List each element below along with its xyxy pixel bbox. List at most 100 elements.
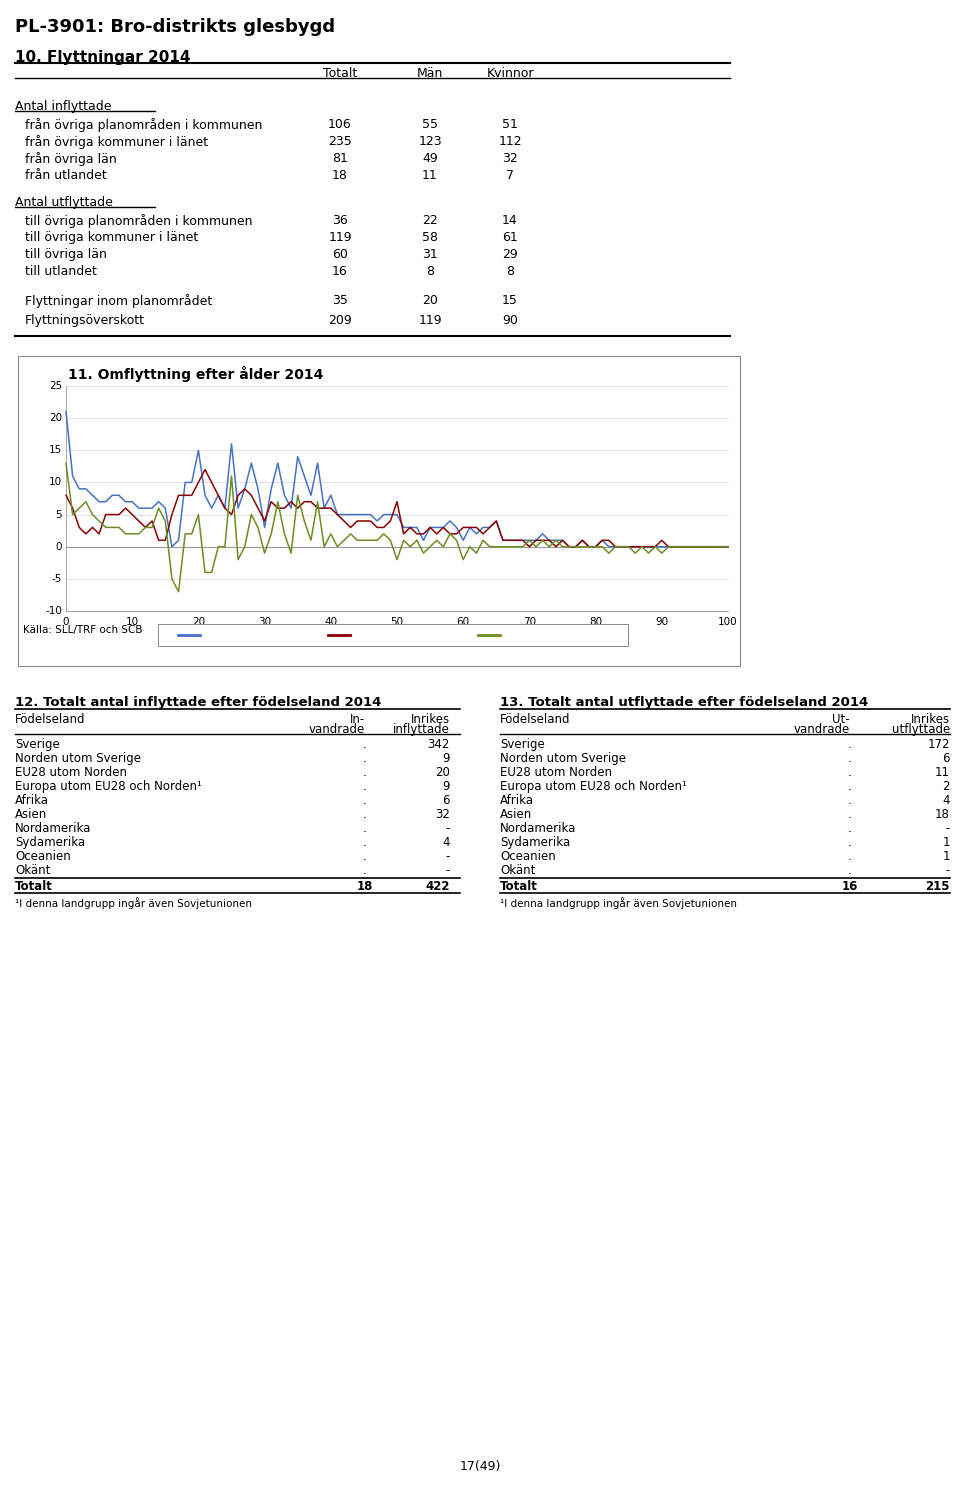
Text: .: . bbox=[363, 823, 367, 835]
Text: 20: 20 bbox=[435, 766, 450, 780]
Text: 16: 16 bbox=[332, 264, 348, 278]
Text: Födelseland: Födelseland bbox=[500, 713, 570, 726]
Text: 6: 6 bbox=[443, 794, 450, 806]
Text: Män: Män bbox=[417, 67, 444, 80]
Text: 7: 7 bbox=[506, 169, 514, 183]
Text: Totalt: Totalt bbox=[500, 881, 538, 892]
Text: utflyttade: utflyttade bbox=[892, 723, 950, 737]
Text: -: - bbox=[445, 849, 450, 863]
Text: 106: 106 bbox=[328, 117, 352, 131]
Text: 209: 209 bbox=[328, 313, 352, 327]
Text: Sydamerika: Sydamerika bbox=[15, 836, 85, 849]
Text: Kvinnor: Kvinnor bbox=[487, 67, 534, 80]
Text: -10: -10 bbox=[45, 606, 62, 616]
Text: 36: 36 bbox=[332, 214, 348, 227]
Text: .: . bbox=[363, 794, 367, 806]
Text: 235: 235 bbox=[328, 135, 352, 148]
Text: Europa utom EU28 och Norden¹: Europa utom EU28 och Norden¹ bbox=[15, 780, 202, 793]
Text: Ut-: Ut- bbox=[832, 713, 850, 726]
Text: 70: 70 bbox=[523, 616, 536, 627]
Text: .: . bbox=[848, 836, 852, 849]
Text: 0: 0 bbox=[62, 616, 69, 627]
Text: 9: 9 bbox=[443, 780, 450, 793]
Text: Inrikes: Inrikes bbox=[911, 713, 950, 726]
Text: 16: 16 bbox=[842, 881, 858, 892]
Text: .: . bbox=[848, 808, 852, 821]
Text: 12. Totalt antal inflyttade efter födelseland 2014: 12. Totalt antal inflyttade efter födels… bbox=[15, 696, 381, 708]
Text: Totalt: Totalt bbox=[15, 881, 53, 892]
Text: från utlandet: från utlandet bbox=[25, 169, 107, 183]
Text: .: . bbox=[848, 849, 852, 863]
Text: 20: 20 bbox=[422, 294, 438, 307]
Text: 40: 40 bbox=[324, 616, 337, 627]
Text: 18: 18 bbox=[332, 169, 348, 183]
Text: .: . bbox=[848, 794, 852, 806]
Text: inflyttade: inflyttade bbox=[394, 723, 450, 737]
Text: .: . bbox=[848, 751, 852, 765]
Text: 29: 29 bbox=[502, 248, 517, 261]
Text: 17(49): 17(49) bbox=[459, 1460, 501, 1473]
Text: EU28 utom Norden: EU28 utom Norden bbox=[500, 766, 612, 780]
Text: Flyttningar inom planområdet: Flyttningar inom planområdet bbox=[25, 294, 212, 307]
Text: 90: 90 bbox=[502, 313, 518, 327]
Text: Europa utom EU28 och Norden¹: Europa utom EU28 och Norden¹ bbox=[500, 780, 686, 793]
Text: 25: 25 bbox=[49, 382, 62, 391]
Text: 10: 10 bbox=[49, 478, 62, 487]
Text: 55: 55 bbox=[422, 117, 438, 131]
Text: 8: 8 bbox=[426, 264, 434, 278]
Text: Sverige: Sverige bbox=[15, 738, 60, 751]
Text: Asien: Asien bbox=[15, 808, 47, 821]
Text: 60: 60 bbox=[332, 248, 348, 261]
Text: 32: 32 bbox=[502, 151, 517, 165]
Text: 8: 8 bbox=[506, 264, 514, 278]
Text: 0: 0 bbox=[56, 542, 62, 552]
Text: till övriga planområden i kommunen: till övriga planområden i kommunen bbox=[25, 214, 252, 229]
Text: 11. Omflyttning efter ålder 2014: 11. Omflyttning efter ålder 2014 bbox=[68, 365, 324, 382]
Text: 4: 4 bbox=[943, 794, 950, 806]
Text: .: . bbox=[363, 738, 367, 751]
Text: från övriga län: från övriga län bbox=[25, 151, 117, 166]
Text: vandrade: vandrade bbox=[794, 723, 850, 737]
Text: Källa: SLL/TRF och SCB: Källa: SLL/TRF och SCB bbox=[23, 625, 142, 636]
Text: 18: 18 bbox=[357, 881, 373, 892]
Text: 215: 215 bbox=[925, 881, 950, 892]
Text: Nordamerika: Nordamerika bbox=[15, 823, 91, 835]
Text: 5: 5 bbox=[56, 509, 62, 520]
Text: Nordamerika: Nordamerika bbox=[500, 823, 576, 835]
Text: Sverige: Sverige bbox=[500, 738, 544, 751]
Text: 60: 60 bbox=[457, 616, 469, 627]
Text: 11: 11 bbox=[422, 169, 438, 183]
Text: 81: 81 bbox=[332, 151, 348, 165]
Text: -: - bbox=[445, 823, 450, 835]
Text: Inflyttade: Inflyttade bbox=[204, 630, 257, 640]
Text: 11: 11 bbox=[935, 766, 950, 780]
Text: 30: 30 bbox=[258, 616, 271, 627]
Text: ¹I denna landgrupp ingår även Sovjetunionen: ¹I denna landgrupp ingår även Sovjetunio… bbox=[500, 897, 737, 909]
Text: Oceanien: Oceanien bbox=[500, 849, 556, 863]
Text: Okänt: Okänt bbox=[15, 864, 50, 878]
Text: .: . bbox=[848, 864, 852, 878]
Text: PL-3901: Bro-distrikts glesbygd: PL-3901: Bro-distrikts glesbygd bbox=[15, 18, 335, 36]
Text: 112: 112 bbox=[498, 135, 522, 148]
Text: 80: 80 bbox=[589, 616, 602, 627]
Text: 15: 15 bbox=[49, 446, 62, 456]
Text: 119: 119 bbox=[419, 313, 442, 327]
Text: 123: 123 bbox=[419, 135, 442, 148]
Text: 1: 1 bbox=[943, 849, 950, 863]
Text: Asien: Asien bbox=[500, 808, 532, 821]
Text: 31: 31 bbox=[422, 248, 438, 261]
Text: till övriga kommuner i länet: till övriga kommuner i länet bbox=[25, 232, 199, 244]
Text: 90: 90 bbox=[656, 616, 668, 627]
Text: till övriga län: till övriga län bbox=[25, 248, 107, 261]
Text: In-: In- bbox=[349, 713, 365, 726]
Text: Norden utom Sverige: Norden utom Sverige bbox=[500, 751, 626, 765]
Text: 58: 58 bbox=[422, 232, 438, 244]
Text: 35: 35 bbox=[332, 294, 348, 307]
Text: 20: 20 bbox=[49, 413, 62, 423]
Text: 9: 9 bbox=[443, 751, 450, 765]
Text: .: . bbox=[363, 780, 367, 793]
Text: 15: 15 bbox=[502, 294, 518, 307]
Bar bbox=[158, 624, 628, 646]
Text: 14: 14 bbox=[502, 214, 517, 227]
Text: .: . bbox=[363, 808, 367, 821]
